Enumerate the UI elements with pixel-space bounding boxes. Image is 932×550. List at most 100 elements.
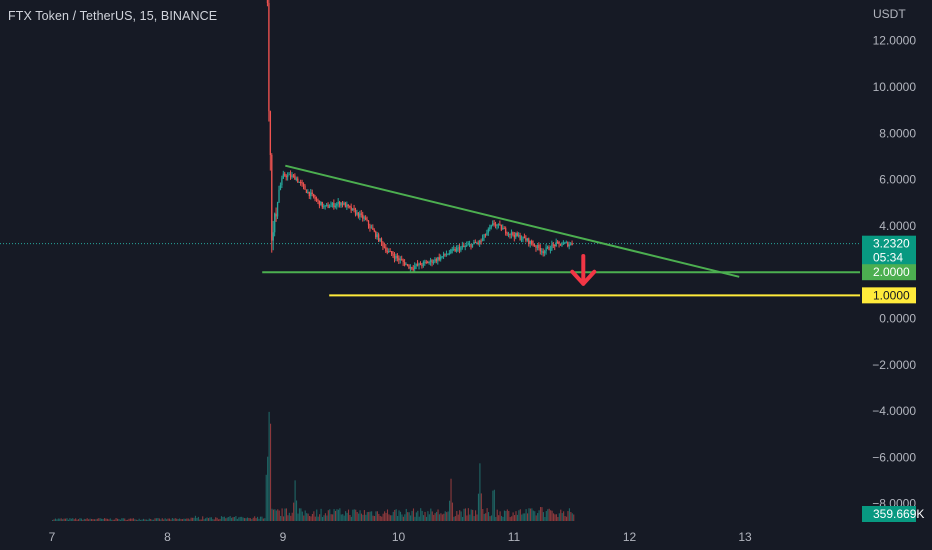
volume-bar: [404, 514, 406, 521]
candle: [471, 243, 474, 248]
candle: [496, 223, 498, 230]
volume-bar: [180, 519, 182, 521]
volume-bar: [254, 516, 256, 521]
candle: [466, 241, 468, 248]
volume-bar: [278, 510, 280, 521]
volume-bar: [518, 510, 520, 521]
volume-bar: [101, 518, 103, 521]
volume-bar: [148, 518, 150, 521]
volume-bar: [502, 516, 504, 521]
volume-bar: [226, 517, 228, 521]
volume-bar: [222, 516, 224, 521]
volume-bar: [181, 519, 184, 521]
volume-bar: [300, 508, 302, 521]
volume-bar: [560, 509, 562, 521]
candle: [441, 256, 443, 259]
volume-bars: [52, 411, 575, 521]
volume-bar: [476, 514, 478, 521]
candle: [455, 245, 458, 253]
candle: [432, 259, 435, 265]
volume-bar: [122, 518, 124, 521]
candle: [357, 212, 360, 219]
candle: [321, 201, 323, 210]
candle: [366, 216, 368, 222]
candle: [525, 235, 527, 243]
yellow-price-tag-text: 1.0000: [873, 288, 910, 302]
volume-bar: [417, 510, 419, 521]
candle: [447, 253, 449, 256]
volume-bar: [459, 510, 461, 521]
volume-bar: [372, 515, 374, 521]
volume-bar: [79, 518, 81, 521]
volume-bar: [205, 518, 207, 521]
volume-bar: [83, 518, 85, 521]
candle: [552, 242, 554, 249]
candle: [518, 232, 520, 238]
candle: [519, 232, 521, 241]
volume-bar: [384, 511, 386, 521]
volume-bar: [239, 516, 241, 521]
volume-bar: [202, 516, 204, 521]
candle: [403, 259, 406, 267]
time-axis-tick: 11: [508, 530, 521, 544]
volume-bar: [353, 509, 355, 521]
axes: 7 8 9 10 11 12 13 USDT 12.0000 10.0000 8.0000 6.000…: [49, 7, 917, 544]
down-arrow-icon[interactable]: [570, 253, 597, 286]
descending-trendline[interactable]: [285, 164, 740, 278]
volume-bar: [440, 513, 442, 521]
volume-bar: [568, 508, 570, 521]
volume-bar: [535, 515, 537, 521]
volume-bar: [488, 512, 490, 521]
current-price-tag-text: 3.2320: [873, 237, 910, 251]
volume-bar: [402, 516, 404, 521]
candle: [531, 239, 533, 246]
candle: [398, 255, 400, 265]
volume-bar: [552, 513, 555, 521]
volume-bar: [496, 509, 498, 521]
volume-bar: [477, 493, 480, 521]
volume-bar: [450, 478, 452, 521]
volume-bar: [437, 509, 439, 521]
volume-bar: [59, 518, 61, 521]
price-axis-tick: 10.0000: [873, 80, 917, 94]
candle: [278, 185, 280, 203]
volume-bar: [369, 511, 371, 521]
volume-bar: [350, 516, 352, 521]
volume-bar: [307, 513, 309, 521]
candle: [481, 234, 484, 242]
time-axis-tick: 13: [738, 530, 752, 544]
volume-bar: [199, 519, 201, 521]
candle: [353, 204, 355, 213]
volume-bar: [444, 511, 446, 521]
candle: [427, 260, 429, 264]
volume-bar: [207, 518, 210, 521]
candle: [310, 188, 312, 200]
volume-bar: [345, 511, 347, 521]
candle: [468, 240, 471, 248]
volume-bar: [346, 512, 348, 521]
candle: [499, 220, 501, 226]
candle: [274, 212, 276, 237]
candle: [561, 241, 563, 247]
volume-bar: [112, 519, 114, 521]
candle: [393, 252, 396, 263]
volume-bar: [462, 516, 464, 521]
candle: [551, 240, 553, 252]
volume-bar: [342, 514, 344, 521]
volume-bar: [163, 519, 165, 521]
volume-bar: [551, 510, 553, 521]
candle: [503, 226, 505, 230]
volume-bar: [515, 511, 517, 521]
candle: [460, 245, 462, 253]
volume-bar: [489, 516, 491, 521]
candle: [383, 242, 386, 249]
candle: [536, 244, 539, 251]
candle: [434, 257, 436, 264]
candle: [315, 196, 318, 202]
candle: [497, 223, 500, 229]
volume-bar: [542, 512, 544, 521]
volume-bar: [213, 519, 215, 521]
candle: [558, 240, 560, 248]
volume-bar: [371, 511, 373, 521]
